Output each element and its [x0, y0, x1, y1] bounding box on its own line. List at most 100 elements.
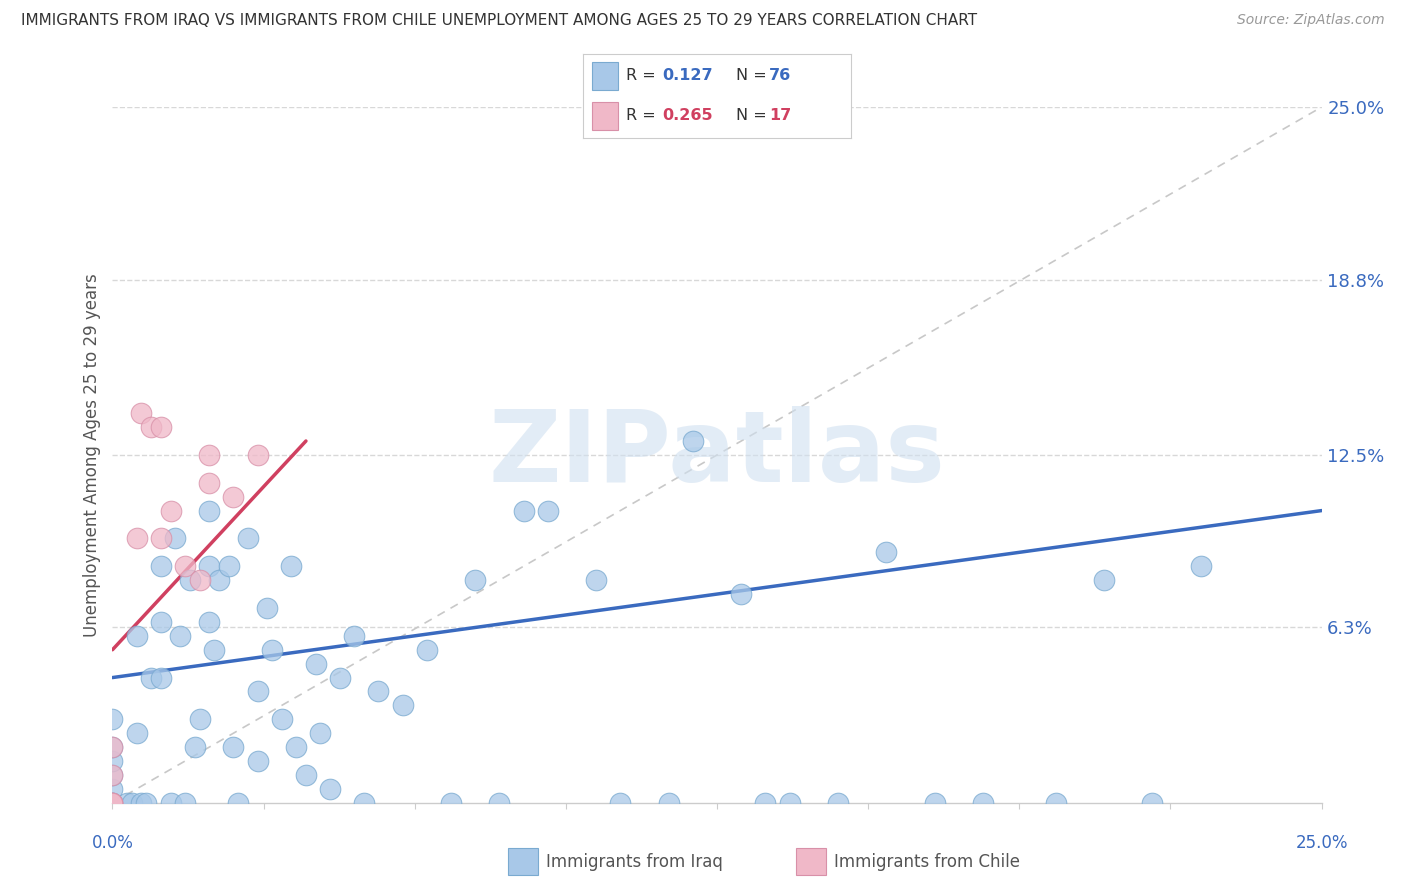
- Text: 0.127: 0.127: [662, 69, 713, 84]
- Point: [1142, 796, 1164, 810]
- Point: [141, 671, 163, 685]
- Point: [125, 726, 148, 740]
- Point: [329, 671, 352, 685]
- Point: [169, 629, 191, 643]
- Point: [131, 796, 153, 810]
- FancyBboxPatch shape: [796, 848, 827, 875]
- Point: [121, 796, 143, 810]
- Point: [779, 796, 801, 810]
- Point: [416, 642, 439, 657]
- Point: [827, 796, 849, 810]
- Point: [188, 573, 211, 587]
- Point: [353, 796, 375, 810]
- Point: [246, 684, 269, 698]
- Point: [198, 559, 221, 574]
- Point: [262, 642, 284, 657]
- Point: [101, 768, 124, 782]
- Point: [101, 740, 124, 755]
- Point: [101, 781, 124, 796]
- Text: Immigrants from Chile: Immigrants from Chile: [834, 853, 1019, 871]
- Point: [198, 503, 221, 517]
- Point: [391, 698, 413, 713]
- Point: [188, 712, 211, 726]
- Point: [101, 768, 124, 782]
- Point: [208, 573, 231, 587]
- Point: [115, 796, 138, 810]
- Point: [198, 448, 221, 462]
- Point: [101, 796, 124, 810]
- Point: [101, 796, 124, 810]
- Point: [754, 796, 776, 810]
- Point: [141, 420, 163, 434]
- Text: N =: N =: [735, 69, 772, 84]
- Point: [179, 573, 201, 587]
- Text: R =: R =: [626, 108, 661, 123]
- Point: [1189, 559, 1212, 574]
- Point: [174, 796, 197, 810]
- Point: [149, 532, 172, 546]
- Point: [309, 726, 332, 740]
- Point: [159, 503, 181, 517]
- Point: [682, 434, 704, 448]
- Point: [222, 740, 245, 755]
- Point: [367, 684, 389, 698]
- Text: 0.0%: 0.0%: [91, 834, 134, 852]
- Point: [165, 532, 187, 546]
- Point: [875, 545, 897, 559]
- Y-axis label: Unemployment Among Ages 25 to 29 years: Unemployment Among Ages 25 to 29 years: [83, 273, 101, 637]
- Point: [488, 796, 510, 810]
- FancyBboxPatch shape: [592, 102, 619, 130]
- Point: [101, 796, 124, 810]
- Point: [226, 796, 249, 810]
- Point: [101, 796, 124, 810]
- Point: [1092, 573, 1115, 587]
- Text: Source: ZipAtlas.com: Source: ZipAtlas.com: [1237, 13, 1385, 28]
- Point: [256, 601, 278, 615]
- Point: [280, 559, 302, 574]
- FancyBboxPatch shape: [508, 848, 538, 875]
- Text: Immigrants from Iraq: Immigrants from Iraq: [546, 853, 723, 871]
- Point: [183, 740, 205, 755]
- Point: [730, 587, 752, 601]
- FancyBboxPatch shape: [592, 62, 619, 90]
- Point: [1045, 796, 1067, 810]
- Text: 17: 17: [769, 108, 792, 123]
- Point: [319, 781, 342, 796]
- Point: [218, 559, 240, 574]
- Point: [295, 768, 318, 782]
- Point: [149, 671, 172, 685]
- Point: [101, 796, 124, 810]
- Point: [270, 712, 292, 726]
- Point: [101, 796, 124, 810]
- Point: [222, 490, 245, 504]
- Point: [285, 740, 308, 755]
- Point: [125, 629, 148, 643]
- Point: [131, 406, 153, 420]
- Point: [198, 475, 221, 490]
- Point: [537, 503, 560, 517]
- Point: [202, 642, 225, 657]
- Point: [101, 796, 124, 810]
- Text: 0.265: 0.265: [662, 108, 713, 123]
- Point: [101, 796, 124, 810]
- Point: [972, 796, 994, 810]
- Text: 76: 76: [769, 69, 792, 84]
- Point: [585, 573, 607, 587]
- Point: [512, 503, 534, 517]
- Point: [464, 573, 486, 587]
- Point: [440, 796, 463, 810]
- Point: [101, 796, 124, 810]
- Point: [609, 796, 631, 810]
- Point: [246, 754, 269, 768]
- Point: [159, 796, 181, 810]
- Text: ZIPatlas: ZIPatlas: [489, 407, 945, 503]
- Point: [658, 796, 681, 810]
- Point: [101, 796, 124, 810]
- Text: IMMIGRANTS FROM IRAQ VS IMMIGRANTS FROM CHILE UNEMPLOYMENT AMONG AGES 25 TO 29 Y: IMMIGRANTS FROM IRAQ VS IMMIGRANTS FROM …: [21, 13, 977, 29]
- Point: [198, 615, 221, 629]
- Point: [101, 796, 124, 810]
- Point: [101, 754, 124, 768]
- Point: [343, 629, 366, 643]
- Point: [236, 532, 259, 546]
- Point: [149, 420, 172, 434]
